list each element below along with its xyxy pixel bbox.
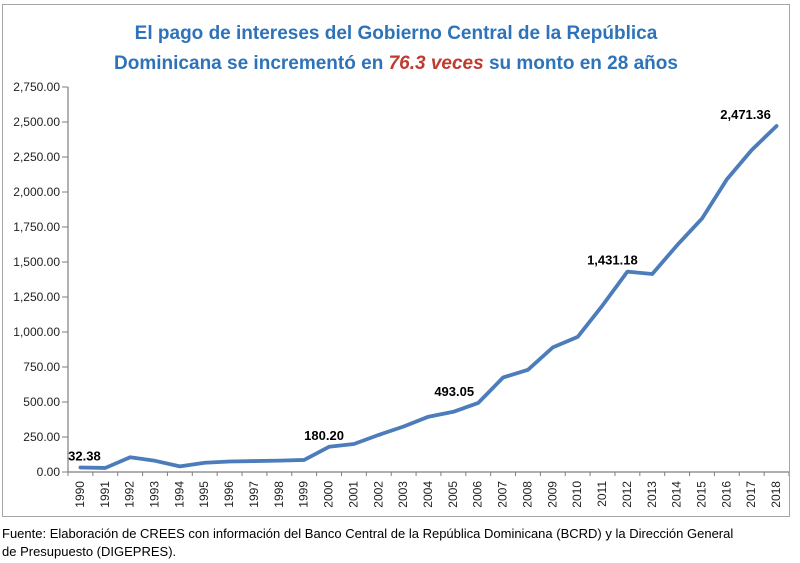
x-axis-year-label: 2011 bbox=[595, 481, 609, 507]
y-axis-tick-label: 500.00 bbox=[23, 395, 60, 409]
title-text-line2-after: su monto en 28 años bbox=[483, 53, 678, 74]
x-axis-year-label: 1992 bbox=[123, 481, 137, 508]
y-axis-tick-label: 1,750.00 bbox=[13, 220, 60, 234]
x-axis-year-label: 1999 bbox=[297, 481, 311, 508]
x-axis-year-label: 1990 bbox=[73, 481, 87, 508]
chart-title-line2: Dominicana se incrementó en 76.3 veces s… bbox=[3, 49, 789, 79]
data-label-2000: 180.20 bbox=[304, 428, 344, 443]
y-axis-tick-label: 1,000.00 bbox=[13, 325, 60, 339]
y-axis-tick-label: 0.00 bbox=[37, 465, 61, 479]
x-axis-year-label: 1991 bbox=[98, 481, 112, 508]
title-text-line1: El pago de intereses del Gobierno Centra… bbox=[134, 23, 658, 44]
x-axis-year-label: 1995 bbox=[197, 481, 211, 508]
x-axis-year-label: 2005 bbox=[446, 481, 460, 508]
source-note: Fuente: Elaboración de CREES con informa… bbox=[2, 525, 798, 561]
x-axis-year-label: 2003 bbox=[396, 481, 410, 508]
x-axis-year-label: 2018 bbox=[769, 481, 783, 508]
x-axis-year-label: 2002 bbox=[371, 481, 385, 508]
data-label-2018: 2,471.36 bbox=[720, 107, 771, 122]
x-axis-year-label: 1993 bbox=[148, 481, 162, 508]
y-axis-tick-label: 1,500.00 bbox=[13, 255, 60, 269]
y-axis-tick-label: 250.00 bbox=[23, 430, 60, 444]
y-axis-tick-label: 1,250.00 bbox=[13, 290, 60, 304]
y-axis-tick-label: 2,750.00 bbox=[13, 80, 60, 94]
x-axis-year-label: 2009 bbox=[545, 481, 559, 508]
y-axis-tick-label: 2,250.00 bbox=[13, 150, 60, 164]
chart-frame: El pago de intereses del Gobierno Centra… bbox=[2, 4, 790, 517]
y-axis-tick-label: 2,000.00 bbox=[13, 185, 60, 199]
x-axis-year-label: 2007 bbox=[496, 481, 510, 508]
x-axis-year-label: 2000 bbox=[322, 481, 336, 508]
x-axis-year-label: 1997 bbox=[247, 481, 261, 508]
x-axis-year-label: 2013 bbox=[645, 481, 659, 508]
data-label-2012: 1,431.18 bbox=[587, 253, 638, 268]
x-axis-year-label: 2014 bbox=[670, 481, 684, 508]
chart-title: El pago de intereses del Gobierno Centra… bbox=[3, 19, 789, 79]
x-axis-year-label: 1998 bbox=[272, 481, 286, 508]
source-note-line2: de Presupuesto (DIGEPRES). bbox=[2, 544, 177, 559]
data-label-2006: 493.05 bbox=[434, 384, 474, 399]
x-axis-year-label: 2008 bbox=[520, 481, 534, 508]
chart-title-line1: El pago de intereses del Gobierno Centra… bbox=[3, 19, 789, 49]
x-axis-year-label: 2017 bbox=[744, 481, 758, 508]
title-text-line2-before: Dominicana se incrementó en bbox=[114, 53, 389, 74]
x-axis-year-label: 2012 bbox=[620, 481, 634, 508]
title-highlight: 76.3 veces bbox=[388, 53, 484, 74]
x-axis-year-label: 2015 bbox=[694, 481, 708, 508]
y-axis-tick-label: 750.00 bbox=[23, 360, 60, 374]
x-axis-year-label: 2016 bbox=[719, 481, 733, 508]
x-axis-year-label: 2004 bbox=[421, 481, 435, 508]
x-axis-year-label: 2010 bbox=[570, 481, 584, 508]
interest-payments-line bbox=[78, 124, 779, 470]
x-axis-year-label: 1996 bbox=[222, 481, 236, 508]
line-chart-svg: 0.00 250.00 500.00 750.00 1,000.00 1,250.00 1,… bbox=[13, 80, 789, 508]
source-note-line1: Fuente: Elaboración de CREES con informa… bbox=[2, 526, 734, 541]
x-axis-year-label: 1994 bbox=[172, 481, 186, 508]
y-axis-tick-label: 2,500.00 bbox=[13, 115, 60, 129]
x-axis-year-label: 2001 bbox=[346, 481, 360, 508]
data-label-1990: 32.38 bbox=[68, 448, 101, 463]
x-axis-year-label: 2006 bbox=[471, 481, 485, 508]
